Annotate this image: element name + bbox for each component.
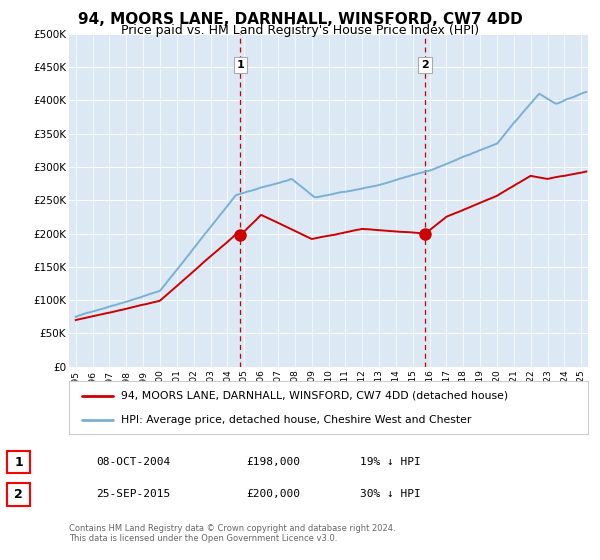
Text: 1: 1 bbox=[236, 60, 244, 70]
Text: HPI: Average price, detached house, Cheshire West and Chester: HPI: Average price, detached house, Ches… bbox=[121, 415, 471, 425]
Text: Price paid vs. HM Land Registry's House Price Index (HPI): Price paid vs. HM Land Registry's House … bbox=[121, 24, 479, 36]
Text: 08-OCT-2004: 08-OCT-2004 bbox=[96, 457, 170, 467]
Text: £198,000: £198,000 bbox=[246, 457, 300, 467]
Text: 2: 2 bbox=[421, 60, 429, 70]
Text: £200,000: £200,000 bbox=[246, 489, 300, 500]
Text: Contains HM Land Registry data © Crown copyright and database right 2024.: Contains HM Land Registry data © Crown c… bbox=[69, 524, 395, 533]
Text: 94, MOORS LANE, DARNHALL, WINSFORD, CW7 4DD (detached house): 94, MOORS LANE, DARNHALL, WINSFORD, CW7 … bbox=[121, 391, 508, 401]
Text: This data is licensed under the Open Government Licence v3.0.: This data is licensed under the Open Gov… bbox=[69, 534, 337, 543]
Text: 25-SEP-2015: 25-SEP-2015 bbox=[96, 489, 170, 500]
Text: 2: 2 bbox=[14, 488, 23, 501]
Text: 19% ↓ HPI: 19% ↓ HPI bbox=[360, 457, 421, 467]
Text: 1: 1 bbox=[14, 455, 23, 469]
Text: 30% ↓ HPI: 30% ↓ HPI bbox=[360, 489, 421, 500]
Text: 94, MOORS LANE, DARNHALL, WINSFORD, CW7 4DD: 94, MOORS LANE, DARNHALL, WINSFORD, CW7 … bbox=[77, 12, 523, 27]
